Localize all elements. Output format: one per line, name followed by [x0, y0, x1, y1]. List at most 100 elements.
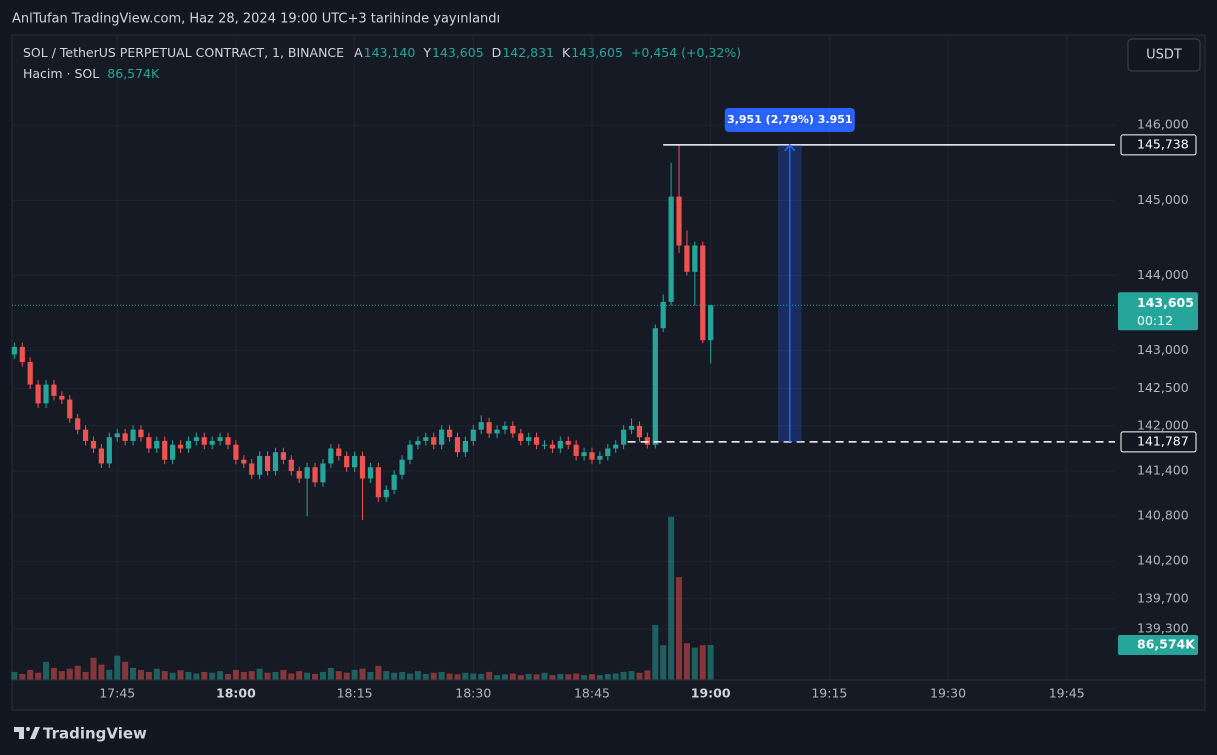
- volume-bar: [122, 661, 129, 680]
- volume-bar: [462, 672, 469, 680]
- candle-body: [375, 467, 381, 498]
- candle-body: [288, 459, 294, 472]
- candle-body: [344, 455, 350, 468]
- candle-body: [526, 437, 532, 441]
- chart-panel: [11, 34, 1206, 711]
- y-tick-label: 139,700: [1137, 590, 1189, 605]
- candle-body: [75, 418, 81, 430]
- candle-body: [470, 429, 476, 441]
- volume-bar: [335, 671, 342, 680]
- volume-bar: [90, 657, 97, 680]
- volume-bar: [588, 674, 595, 680]
- candle-body: [621, 429, 627, 445]
- candle-body: [130, 429, 136, 441]
- candle-body: [185, 440, 192, 449]
- volume-bar: [114, 655, 121, 680]
- volume-bar: [193, 673, 200, 680]
- legend-key: D: [492, 45, 502, 60]
- volume-bar: [399, 671, 406, 680]
- candle-body: [352, 455, 358, 468]
- volume-bar: [375, 665, 382, 680]
- candle-body: [241, 459, 247, 464]
- candle-body: [510, 425, 516, 434]
- volume-bar: [240, 671, 247, 680]
- x-tick-label: 18:00: [216, 686, 256, 701]
- candle-body: [19, 346, 25, 363]
- y-tick-label: 142,500: [1137, 380, 1189, 395]
- candle-body: [217, 437, 223, 441]
- volume-bar: [644, 670, 651, 680]
- candle-body: [605, 448, 611, 456]
- publish-header: AnlTufan TradingView.com, Haz 28, 2024 1…: [12, 12, 500, 27]
- volume-name: Hacim · SOL: [23, 66, 99, 81]
- volume-bar: [573, 673, 580, 680]
- volume-bar: [232, 669, 239, 680]
- volume-bar: [454, 674, 461, 680]
- volume-bar: [82, 671, 89, 680]
- currency-label[interactable]: USDT: [1146, 48, 1182, 63]
- volume-bar: [604, 673, 611, 680]
- volume-bar: [406, 673, 413, 680]
- volume-bar: [145, 671, 152, 680]
- volume-bar: [177, 670, 184, 680]
- candle-body: [154, 440, 160, 449]
- volume-bar: [98, 664, 105, 680]
- candle-body: [454, 437, 461, 453]
- candle-body: [146, 437, 152, 449]
- candle-body: [581, 452, 587, 456]
- volume-bar: [209, 672, 216, 680]
- volume-bar: [264, 672, 271, 680]
- x-tick-label: 19:45: [1049, 686, 1085, 701]
- candle-body: [320, 463, 326, 483]
- candle-body: [51, 384, 57, 396]
- volume-bar: [319, 671, 326, 680]
- legend-key: K: [562, 45, 571, 60]
- candle-body: [193, 437, 199, 441]
- x-tick-label: 19:15: [811, 686, 847, 701]
- plot: [11, 35, 1115, 680]
- last-price-tag: [1118, 292, 1198, 331]
- volume-bar: [446, 673, 453, 680]
- volume-bar: [272, 671, 279, 680]
- candle-body: [264, 455, 271, 472]
- legend-value: 143,605: [571, 45, 623, 60]
- volume-bar: [525, 673, 532, 680]
- candle-body: [439, 429, 445, 445]
- currency-button[interactable]: [1127, 38, 1201, 72]
- candle-body: [478, 422, 484, 430]
- y-tick-label: 145,000: [1137, 192, 1189, 207]
- volume-bar: [596, 675, 603, 680]
- volume-bar: [383, 671, 390, 680]
- candle-body: [367, 467, 374, 479]
- x-tick-label: 19:30: [930, 686, 966, 701]
- candle-body: [597, 455, 603, 460]
- price-tag: [1120, 431, 1197, 453]
- candle-body: [486, 422, 492, 434]
- candle-body: [573, 444, 579, 456]
- volume-bar: [327, 667, 334, 680]
- y-tick-label: 144,000: [1137, 267, 1189, 282]
- volume-bar: [636, 672, 643, 680]
- volume-bar: [217, 671, 224, 680]
- volume-value: 86,574K: [107, 66, 160, 81]
- volume-bar: [430, 672, 437, 680]
- y-tick-label: 143,000: [1137, 342, 1189, 357]
- candle-body: [90, 440, 97, 449]
- volume-bar: [628, 671, 635, 680]
- countdown-label: 00:12: [1137, 313, 1173, 328]
- volume-bar: [225, 673, 232, 680]
- volume-bar: [58, 671, 65, 680]
- candle-body: [383, 489, 389, 498]
- candle-body: [415, 440, 421, 445]
- volume-bar: [438, 671, 445, 680]
- legend-key: Y: [422, 45, 431, 60]
- volume-bar: [478, 673, 485, 680]
- candle-body: [628, 425, 635, 430]
- volume-bar: [541, 672, 548, 680]
- candle-body: [114, 433, 120, 438]
- volume-bar: [161, 671, 168, 680]
- volume-bar: [691, 647, 698, 680]
- candle-body: [43, 384, 49, 404]
- volume-bar: [130, 667, 137, 680]
